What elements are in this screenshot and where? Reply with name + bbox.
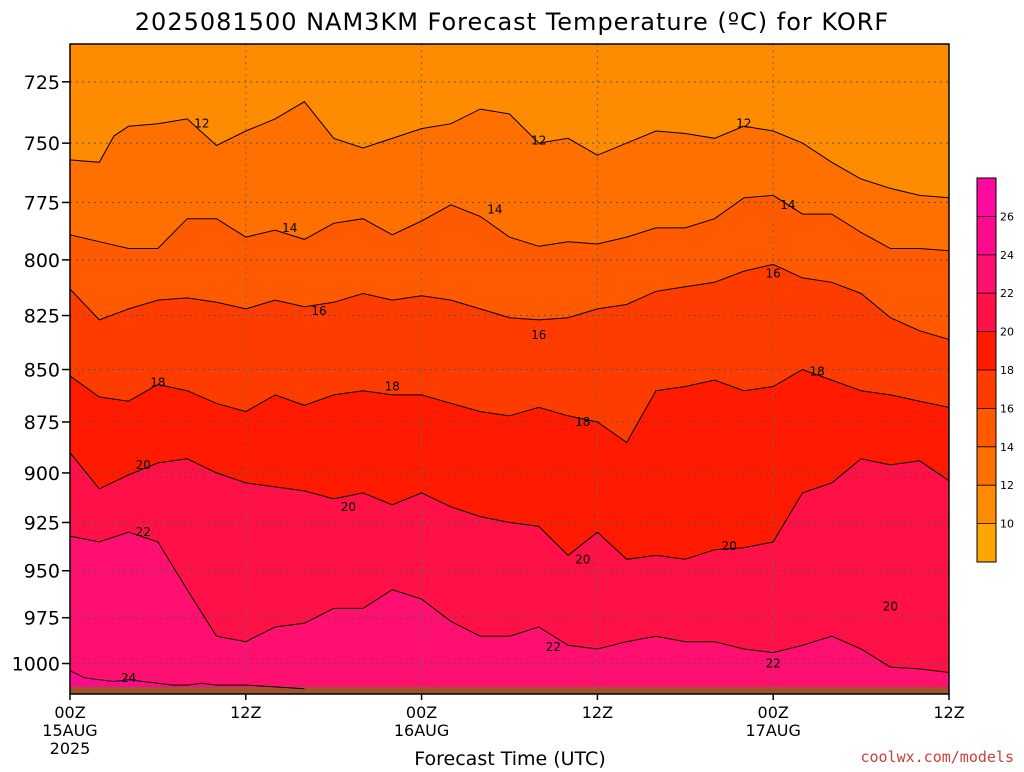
colorbar-label: 10: [1000, 518, 1014, 531]
colorbar-label: 18: [1000, 364, 1014, 377]
isotherm-label-24: 24: [121, 671, 136, 685]
isotherm-label-12: 12: [531, 134, 546, 148]
colorbar-label: 26: [1000, 210, 1014, 223]
x-tick-date: 16AUG: [394, 721, 449, 740]
colorbar-box: [977, 293, 996, 332]
isotherm-label-22: 22: [136, 525, 151, 539]
colorbar-box: [977, 485, 996, 524]
y-tick-label: 725: [24, 72, 60, 94]
isotherm-label-16: 16: [311, 304, 326, 318]
isotherm-label-22: 22: [766, 657, 781, 671]
colorbar-label: 20: [1000, 326, 1014, 339]
y-tick-label: 950: [24, 561, 60, 583]
colorbar-label: 22: [1000, 287, 1014, 300]
isotherm-label-20: 20: [341, 500, 356, 514]
y-tick-label: 750: [24, 133, 60, 155]
colorbar-box: [977, 446, 996, 486]
x-tick-label: 00Z: [758, 703, 789, 722]
isotherm-label-22: 22: [546, 640, 561, 654]
isotherm-label-16: 16: [766, 266, 781, 280]
colorbar-box: [977, 523, 996, 562]
isotherm-20: [70, 452, 949, 560]
temperature-band-22: [70, 532, 949, 694]
colorbar-box: [977, 408, 996, 447]
x-tick-label: 00Z: [54, 703, 85, 722]
isotherm-label-14: 14: [780, 198, 795, 212]
y-tick-label: 925: [24, 512, 60, 534]
isotherm-label-16: 16: [531, 328, 546, 342]
y-tick-label: 1000: [12, 654, 60, 676]
axes: 725 750 775 800 825 850 875 900 925 950 975 1000 00Z…: [12, 72, 965, 758]
isotherm-label-14: 14: [282, 221, 297, 235]
isotherm-14: [70, 194, 949, 252]
x-axis-label: Forecast Time (UTC): [414, 748, 605, 768]
colorbar: 10 12 14 16 18 20 22 24 26: [976, 177, 1014, 563]
isotherm-label-18: 18: [575, 415, 590, 429]
isotherm-12: [70, 101, 949, 199]
x-tick-label: 12Z: [230, 703, 261, 722]
isotherm-label-20: 20: [575, 552, 590, 566]
isotherm-label-12: 12: [194, 117, 209, 131]
colorbar-box: [977, 178, 996, 217]
x-tick-label: 12Z: [933, 703, 964, 722]
isotherm-label-14: 14: [487, 202, 502, 216]
plot-area: [70, 44, 949, 694]
isotherm-label-18: 18: [385, 379, 400, 393]
y-tick-label: 800: [24, 250, 60, 272]
y-tick-label: 875: [24, 412, 60, 434]
isotherm-22: [70, 531, 949, 673]
y-tick-label: 850: [24, 360, 60, 382]
x-tick-date: 15AUG: [42, 721, 97, 740]
x-tick-label: 12Z: [582, 703, 613, 722]
colorbar-box: [977, 370, 996, 409]
isotherm-labels: 12 12 12 14 14 14 16 16 16 18 18 18 18 20 20 20 20 20 22 22…: [121, 117, 898, 685]
isotherm-18: [70, 368, 949, 444]
x-tick-date: 17AUG: [745, 721, 800, 740]
isotherm-label-20: 20: [883, 600, 898, 614]
y-tick-label: 775: [24, 192, 60, 214]
y-tick-label: 975: [24, 608, 60, 630]
isotherm-label-12: 12: [736, 117, 751, 131]
colorbar-label: 14: [1000, 441, 1014, 454]
y-tick-label: 825: [24, 306, 60, 328]
colorbar-label: 12: [1000, 479, 1014, 492]
isotherm-layer: [70, 101, 949, 690]
y-tick-label: 900: [24, 463, 60, 485]
isotherm-label-20: 20: [722, 539, 737, 553]
x-tick-year: 2025: [50, 739, 91, 758]
credit-text: coolwx.com/models: [860, 748, 1014, 766]
colorbar-label: 16: [1000, 402, 1014, 415]
x-tick-label: 00Z: [406, 703, 437, 722]
isotherm-label-18: 18: [810, 365, 825, 379]
isotherm-label-20: 20: [136, 458, 151, 472]
isotherm-label-18: 18: [150, 375, 165, 389]
colorbar-label: 24: [1000, 249, 1014, 262]
isotherm-16: [70, 263, 949, 340]
chart-title: 2025081500 NAM3KM Forecast Temperature (…: [135, 8, 889, 36]
colorbar-box: [977, 254, 996, 294]
colorbar-box: [977, 331, 996, 370]
colorbar-box: [977, 216, 996, 255]
isotherm-24: [70, 670, 305, 690]
ground-band: [70, 686, 949, 694]
